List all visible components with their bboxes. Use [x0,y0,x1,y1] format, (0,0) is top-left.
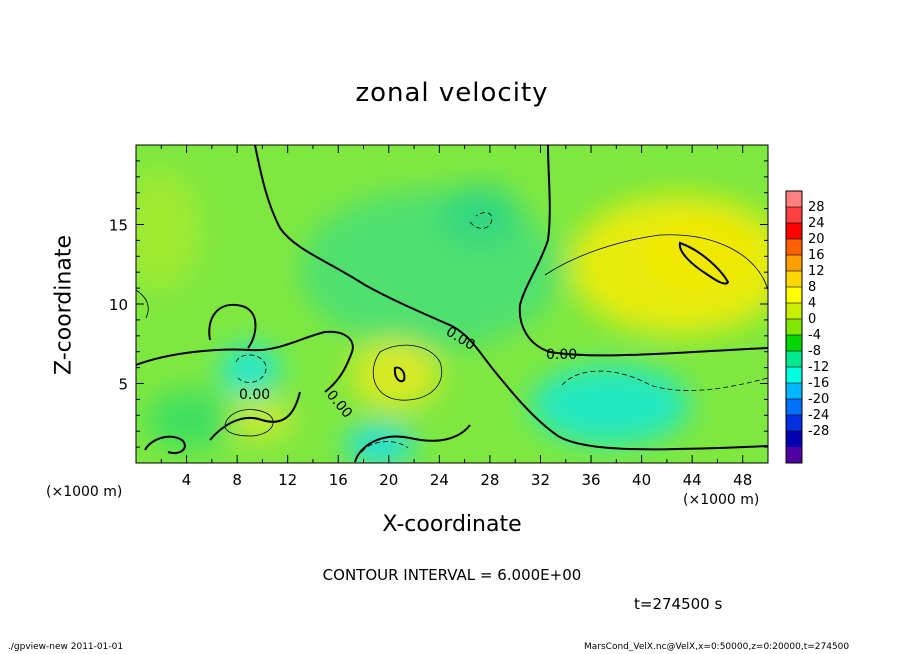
heatmap-blob-left-positive [136,170,200,290]
x-tick-label: 40 [632,471,651,489]
colorbar-tick-label: 24 [808,216,825,231]
heatmap-field [136,145,768,463]
x-tick-label: 28 [480,471,499,489]
x-tick-label: 12 [278,471,297,489]
colorbar-segment [786,255,802,272]
contour-line-negative-left [235,354,267,383]
colorbar-segment [786,287,802,304]
colorbar-segment [786,319,802,336]
heatmap-blob-upper-right-core [645,220,755,290]
colorbar-tick-label: -16 [808,376,829,391]
colorbar-segment [786,367,802,384]
colorbar-tick-label: 12 [808,264,825,279]
x-unit-label-left: (×1000 m) [46,484,123,500]
chart-title: zonal velocity [355,78,549,108]
colorbar-tick-label: -28 [808,424,829,439]
colorbar-tick-label: 4 [808,296,816,311]
colorbar-tick-label: -12 [808,360,829,375]
colorbar-tick-label: 28 [808,200,825,215]
contour-line-negative-right [561,370,768,391]
colorbar-segment [786,351,802,368]
x-tick-label: 32 [531,471,550,489]
contour-line-positive-center [372,344,443,401]
contour-interval-text: CONTOUR INTERVAL = 6.000E+00 [322,566,582,584]
colorbar-segment [786,239,802,256]
contour-label-2: 0.00 [546,347,577,363]
contour-line-zero-right [518,145,768,357]
contour-line-negative-upper [469,212,493,229]
x-tick-label: 44 [683,471,702,489]
x-unit-label-right: (×1000 m) [683,492,760,508]
contour-line-zero-left-loop [208,303,257,349]
x-axis-label: X-coordinate [382,512,522,537]
colorbar-segment [786,447,802,464]
contour-line-zero-bottom [354,424,471,463]
colorbar-tick-label: -4 [808,328,821,343]
colorbar-segment [786,303,802,320]
contour-line-zero-lower-left [209,391,301,441]
colorbar-segment [786,399,802,416]
colorbar-segment [786,335,802,352]
contour-line-zero-main [254,145,768,451]
heatmap-blob-bottom-negative [345,425,415,463]
heatmap-blob-lower-left-weak [145,390,235,450]
colorbar-segment [786,431,802,448]
contour-line-zero-bottom-left [144,435,186,454]
colorbar-segment [786,271,802,288]
colorbar-tick-label: 0 [808,312,816,327]
footer-left-text: ./gpview-new 2011-01-01 [8,642,124,652]
x-axis-ticks: 4 8 12 16 20 24 28 32 36 40 44 48 [160,145,752,489]
colorbar-segment [786,383,802,400]
colorbar-tick-label: 20 [808,232,825,247]
x-tick-label: 48 [733,471,752,489]
x-tick-label: 36 [581,471,600,489]
colorbar-tick-label: 8 [808,280,816,295]
heatmap-blob-dashed-negative [440,185,520,245]
x-tick-label: 24 [430,471,449,489]
contour-line-positive-lower-left [224,409,274,437]
time-label: t=274500 s [634,595,723,613]
y-tick-label: 5 [118,376,128,394]
y-axis-ticks: 5 10 15 [109,160,768,448]
colorbar-frame [785,190,803,464]
colorbar-tick-label: -24 [808,408,829,423]
heatmap-blob-lower-right-negative [530,365,690,445]
footer-right-text: MarsCond_VelX.nc@VelX,x=0:50000,z=0:2000… [584,642,850,652]
contour-line-positive-left-edge [136,289,149,319]
contour-line-strong-positive-right [678,241,730,285]
contour-line-negative-bottom [361,441,409,453]
x-tick-label: 4 [182,471,192,489]
colorbar-tick-label: 16 [808,248,825,263]
x-tick-label: 8 [232,471,242,489]
colorbar-tick-label: -20 [808,392,829,407]
x-tick-label: 20 [379,471,398,489]
heatmap-blob-lower-left-positive [215,400,295,440]
x-tick-label: 16 [329,471,348,489]
colorbar-tick-label: -8 [808,344,821,359]
contour-line-positive-right [544,234,768,291]
colorbar-segment [786,207,802,224]
y-tick-label: 10 [109,296,128,314]
colorbar-segment [786,415,802,432]
y-tick-label: 15 [109,217,128,235]
contour-line-zero-left [136,330,354,393]
heatmap-blob-left-negative [220,345,280,395]
contour-line-strong-positive-center [393,366,406,383]
colorbar-segment [786,191,802,208]
contour-label-3: 0.00 [239,387,270,403]
colorbar-segment [786,223,802,240]
